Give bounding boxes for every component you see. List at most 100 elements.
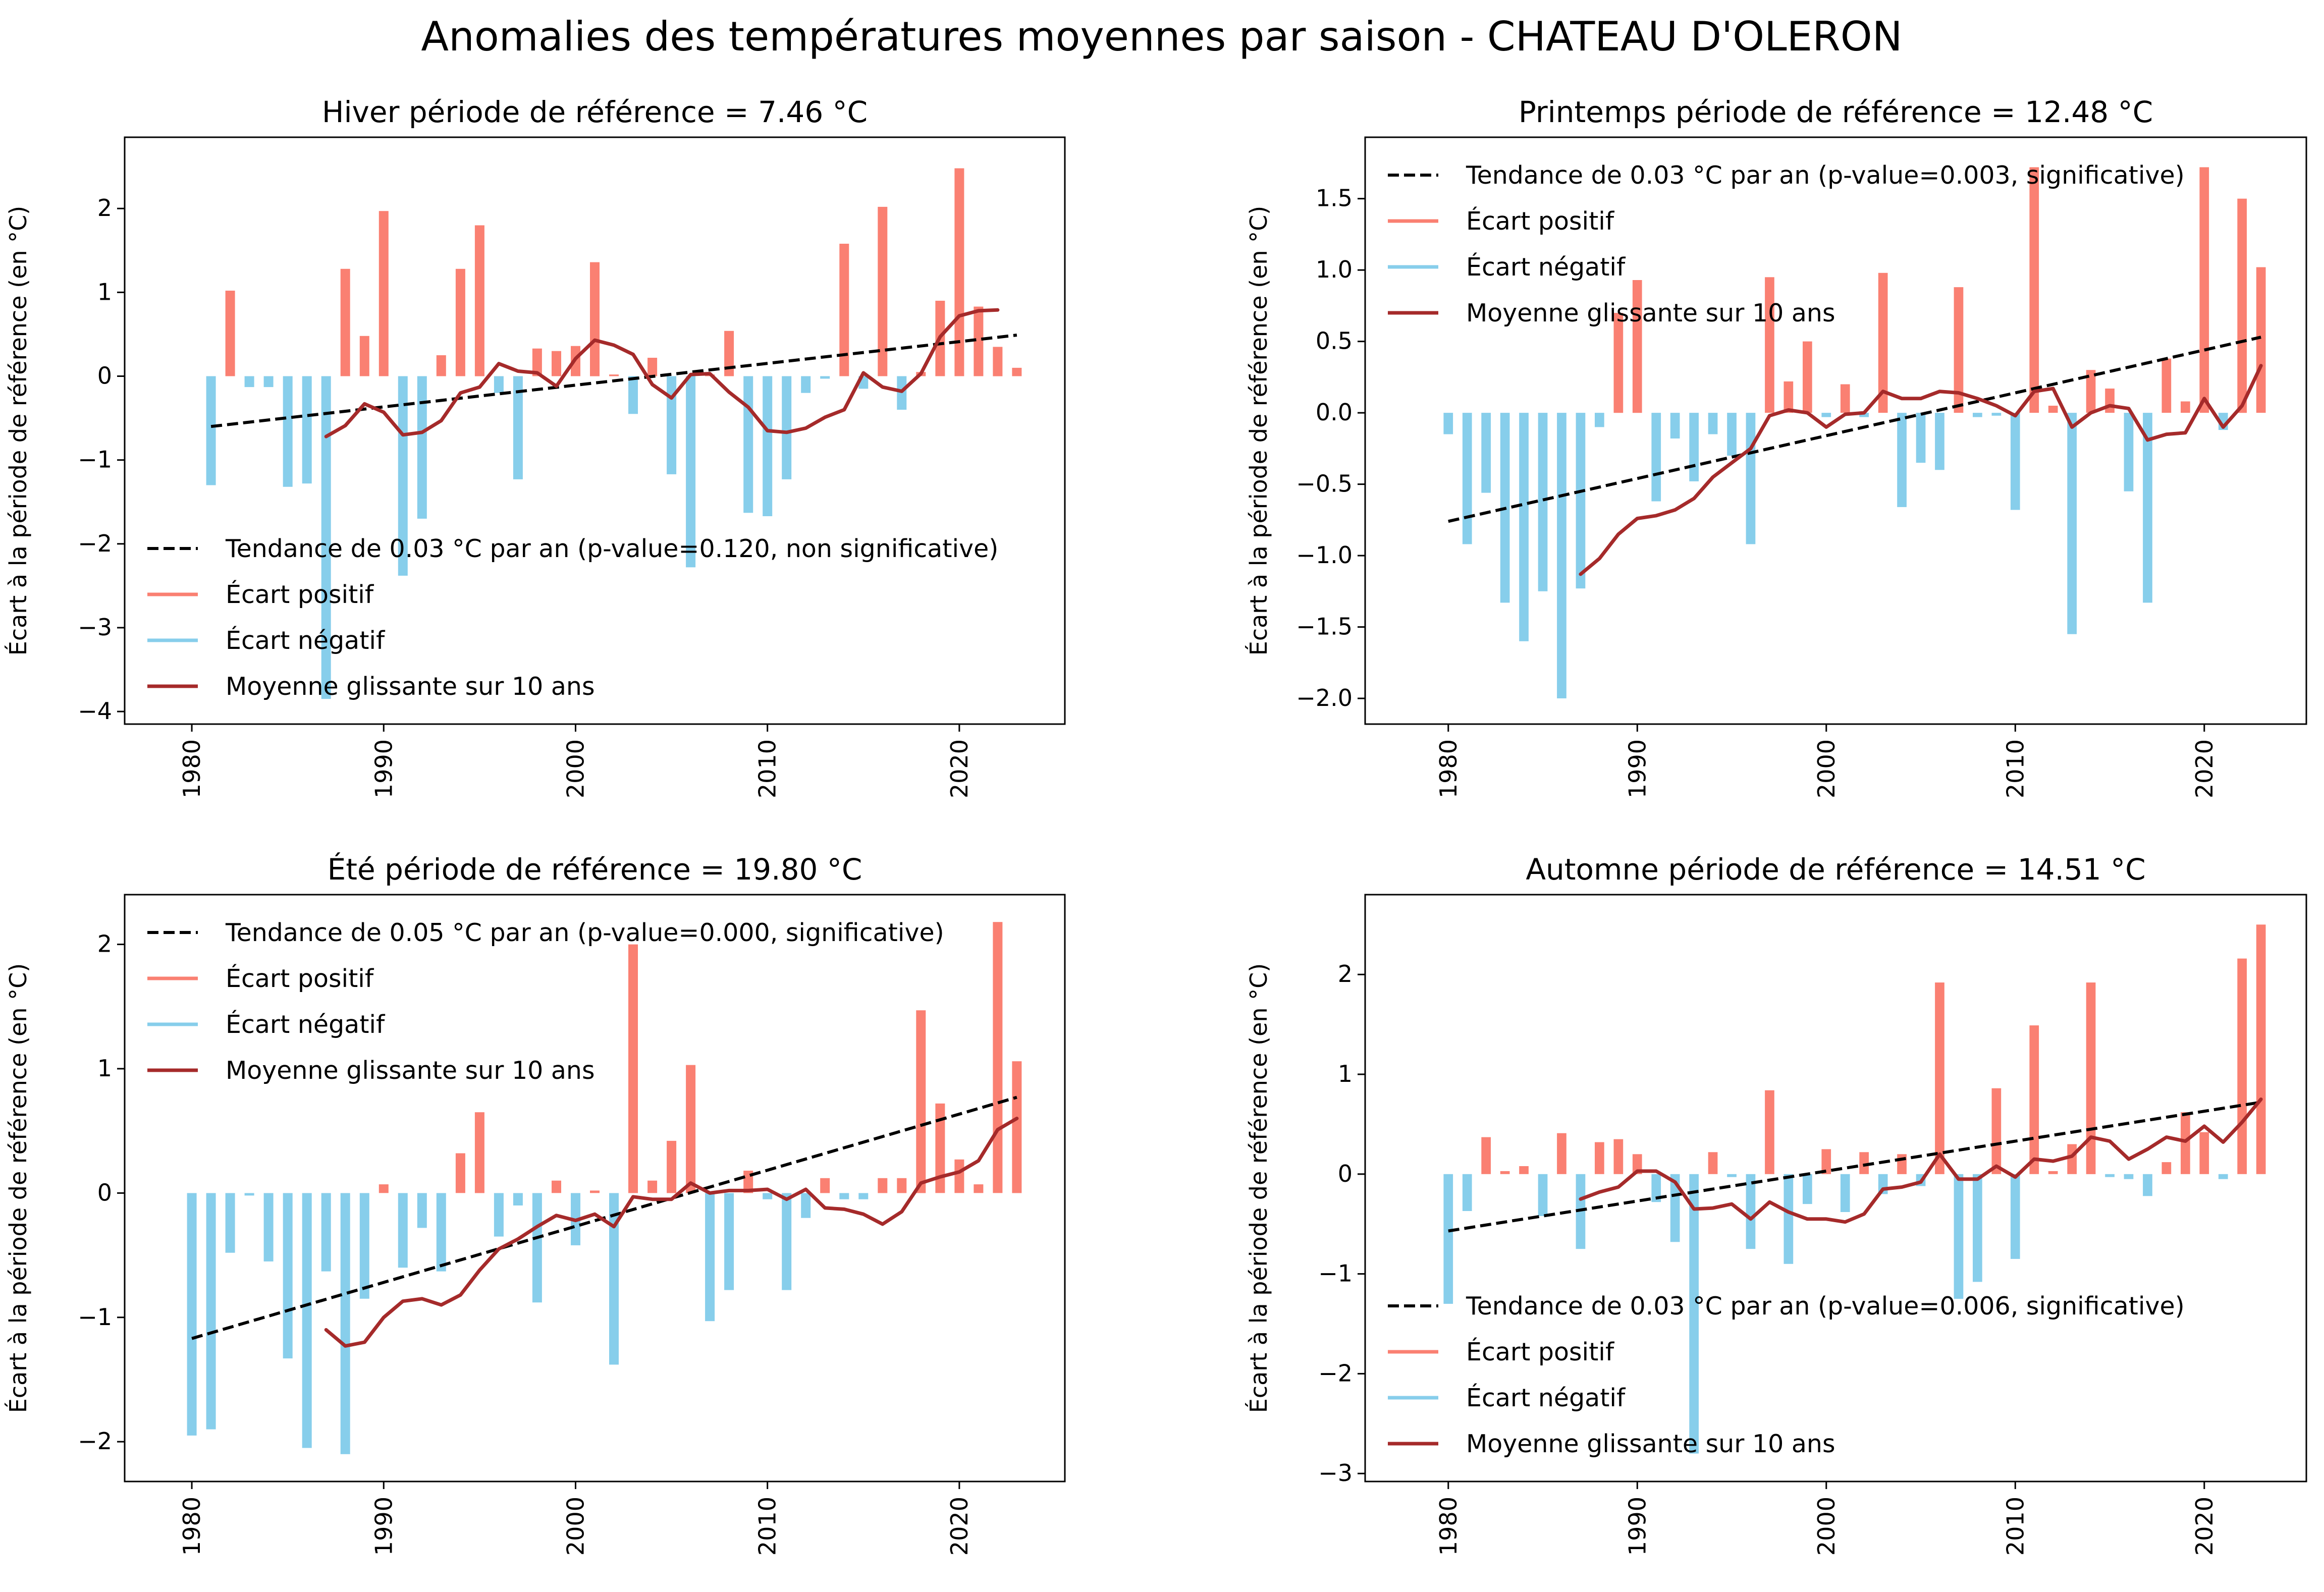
panel-1-xtick-label: 1980 bbox=[178, 739, 205, 798]
bar-negative-2014 bbox=[839, 1193, 849, 1199]
bar-positive-2023 bbox=[2256, 924, 2266, 1174]
panel-3-ytick-label: 2 bbox=[97, 930, 112, 958]
bar-positive-2008 bbox=[724, 331, 734, 376]
bar-positive-2022 bbox=[2237, 958, 2247, 1174]
bar-negative-2017 bbox=[2143, 1174, 2152, 1196]
bar-positive-1999 bbox=[552, 351, 561, 376]
bar-negative-1998 bbox=[532, 1193, 542, 1303]
bar-negative-1989 bbox=[359, 1193, 369, 1299]
panel-4-trend-line bbox=[1448, 1101, 2261, 1233]
bar-positive-1994 bbox=[455, 268, 465, 376]
bar-negative-1981 bbox=[206, 376, 216, 485]
bar-positive-2014 bbox=[2086, 982, 2096, 1174]
bar-positive-1994 bbox=[1708, 1152, 1718, 1174]
bar-positive-2020 bbox=[954, 1159, 964, 1193]
panel-2-rolling-mean-line bbox=[1579, 364, 2263, 576]
bar-positive-2007 bbox=[1954, 287, 1964, 413]
panel-2-legend-label-positive: Écart positif bbox=[1466, 206, 1615, 236]
bar-negative-1993 bbox=[1689, 1174, 1699, 1454]
bar-positive-2004 bbox=[647, 358, 658, 376]
bar-negative-2000 bbox=[1821, 413, 1831, 417]
bar-positive-2021 bbox=[974, 1184, 984, 1193]
bar-negative-1988 bbox=[340, 1193, 350, 1454]
panel-1-bars bbox=[206, 168, 1022, 699]
bar-positive-1994 bbox=[455, 1153, 465, 1193]
panel-4-legend-label-positive: Écart positif bbox=[1466, 1337, 1615, 1366]
bar-negative-2007 bbox=[1954, 1174, 1964, 1299]
bar-negative-2012 bbox=[801, 376, 811, 393]
panel-3-xtick-label: 1980 bbox=[178, 1497, 205, 1556]
panel-1-axes-frame bbox=[124, 136, 1066, 725]
bar-positive-2020 bbox=[2199, 167, 2209, 413]
panel-4-ytick-label: 2 bbox=[1338, 960, 1353, 987]
bar-positive-1984 bbox=[1519, 1166, 1529, 1174]
panel-4-rolling-mean-line bbox=[1579, 1097, 2263, 1224]
bar-positive-1993 bbox=[436, 355, 446, 376]
bar-positive-1988 bbox=[1595, 1142, 1604, 1174]
bar-negative-1991 bbox=[398, 376, 408, 576]
bar-positive-2018 bbox=[2161, 358, 2172, 413]
bar-positive-1999 bbox=[1803, 341, 1812, 413]
panel-1-ytick-label: −1 bbox=[78, 446, 112, 473]
bar-negative-1980 bbox=[1443, 1174, 1453, 1304]
panel-4-legend-label-negative: Écart négatif bbox=[1466, 1383, 1626, 1412]
bar-negative-1987 bbox=[321, 1193, 331, 1272]
panel-3: −2 −1 0 1 2 1980 1990 2000 2010 2020 Été période d… bbox=[5, 852, 1066, 1556]
panel-2-legend-label-rolling: Moyenne glissante sur 10 ans bbox=[1466, 299, 1835, 327]
panel-4-title: Automne période de référence = 14.51 °C bbox=[1526, 852, 2145, 887]
panel-2-xtick-label: 2000 bbox=[1813, 739, 1840, 798]
panel-1-xtick-label: 1990 bbox=[370, 739, 397, 798]
bar-negative-1993 bbox=[1689, 413, 1699, 481]
bar-positive-2021 bbox=[974, 306, 984, 376]
bar-negative-1992 bbox=[417, 1193, 427, 1228]
bar-negative-2013 bbox=[820, 376, 830, 379]
panel-4-xtick-label: 1980 bbox=[1435, 1497, 1462, 1556]
panel-3-xtick-label: 2010 bbox=[754, 1497, 781, 1556]
panel-3-legend-label-positive: Écart positif bbox=[226, 963, 374, 993]
panel-3-bars bbox=[187, 922, 1022, 1454]
bar-negative-2015 bbox=[2105, 1174, 2115, 1177]
panel-2-legend-label-trend: Tendance de 0.03 °C par an (p-value=0.00… bbox=[1466, 161, 2185, 190]
bar-positive-2017 bbox=[897, 1178, 907, 1193]
bar-negative-2006 bbox=[1935, 413, 1944, 470]
bar-positive-2012 bbox=[2048, 406, 2058, 413]
panel-1-ylabel: Écart à la période de référence (en °C) bbox=[5, 206, 32, 655]
panel-4: −3 −2 −1 0 1 2 1980 1990 2000 2010 2020 Automne pér… bbox=[1245, 852, 2307, 1556]
panel-4-ytick-label: −3 bbox=[1318, 1459, 1353, 1487]
bar-positive-2019 bbox=[2181, 401, 2190, 413]
bar-positive-2020 bbox=[954, 168, 964, 376]
bar-negative-1999 bbox=[1803, 1174, 1812, 1204]
panel-3-ytick-label: 0 bbox=[97, 1179, 112, 1206]
bar-negative-2003 bbox=[628, 376, 638, 414]
panel-2-ytick-label: 1.0 bbox=[1316, 256, 1353, 283]
bar-positive-2014 bbox=[2086, 370, 2096, 413]
panel-3-ytick-label: −1 bbox=[78, 1303, 112, 1331]
panel-3-trend-line bbox=[191, 1095, 1017, 1340]
panel-3-rolling-mean-line bbox=[324, 1117, 1019, 1348]
bar-negative-2001 bbox=[1840, 1174, 1850, 1212]
bar-negative-1995 bbox=[1727, 413, 1737, 456]
bar-positive-2013 bbox=[820, 1178, 830, 1193]
panel-3-xtick-label: 1990 bbox=[370, 1497, 397, 1556]
bar-positive-2013 bbox=[2067, 1144, 2077, 1174]
bar-negative-1997 bbox=[513, 376, 523, 479]
bar-negative-1985 bbox=[1538, 413, 1548, 591]
bar-positive-2001 bbox=[590, 1190, 600, 1193]
panel-1-ytick-label: −3 bbox=[78, 614, 112, 641]
panel-2: −2.0 −1.5 −1.0 −0.5 0.0 0.5 1.0 1.5 1980 1990 2000… bbox=[1245, 95, 2307, 798]
bar-positive-1988 bbox=[340, 268, 350, 376]
panel-2-xtick-label: 2020 bbox=[2191, 739, 2218, 798]
bar-negative-2005 bbox=[667, 376, 677, 474]
bar-negative-2009 bbox=[743, 376, 753, 513]
panel-3-xtick-label: 2020 bbox=[946, 1497, 973, 1556]
bar-positive-2001 bbox=[1840, 384, 1850, 413]
bar-positive-1983 bbox=[1500, 1171, 1510, 1174]
bar-negative-2002 bbox=[609, 1193, 619, 1365]
bar-positive-2018 bbox=[916, 1010, 926, 1193]
bar-negative-1983 bbox=[244, 376, 254, 388]
panel-4-xtick-label: 2010 bbox=[2002, 1497, 2029, 1556]
bar-negative-1981 bbox=[1462, 413, 1472, 544]
bar-positive-2012 bbox=[2048, 1171, 2058, 1174]
bar-negative-1980 bbox=[1443, 413, 1453, 434]
